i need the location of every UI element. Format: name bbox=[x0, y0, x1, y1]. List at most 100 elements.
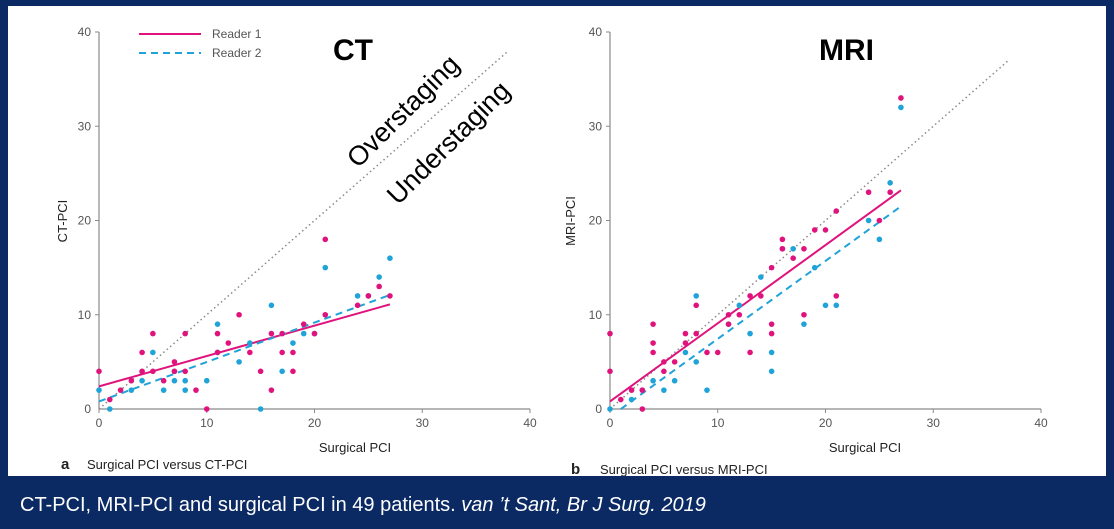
data-point-reader-2 bbox=[650, 377, 656, 384]
data-point-reader-1 bbox=[876, 217, 883, 224]
data-point-reader-1 bbox=[865, 189, 872, 196]
data-point-reader-1 bbox=[247, 349, 253, 356]
data-point-reader-1 bbox=[650, 349, 656, 356]
y-tick-label: 0 bbox=[84, 402, 91, 416]
data-point-reader-2 bbox=[247, 340, 253, 346]
data-point-reader-1 bbox=[128, 377, 135, 384]
data-point-reader-2 bbox=[268, 302, 275, 309]
data-point-reader-1 bbox=[607, 368, 613, 375]
data-point-reader-1 bbox=[661, 368, 667, 375]
y-tick-label: 40 bbox=[589, 25, 603, 39]
data-point-reader-1 bbox=[257, 368, 264, 375]
data-point-reader-2 bbox=[682, 349, 689, 356]
data-point-reader-1 bbox=[387, 293, 393, 299]
data-point-reader-1 bbox=[617, 396, 624, 403]
data-point-reader-1 bbox=[704, 349, 710, 356]
fit-line-reader-2 bbox=[620, 205, 902, 410]
fit-line-reader-1 bbox=[98, 303, 391, 388]
x-axis-label: Surgical PCI bbox=[319, 440, 391, 455]
data-point-reader-1 bbox=[693, 330, 699, 337]
data-point-reader-2 bbox=[704, 387, 710, 393]
x-tick-label: 20 bbox=[819, 416, 833, 430]
data-point-reader-2 bbox=[106, 406, 113, 412]
data-point-reader-1 bbox=[139, 349, 145, 356]
data-point-reader-1 bbox=[768, 264, 775, 271]
data-point-reader-1 bbox=[225, 340, 232, 346]
data-point-reader-1 bbox=[768, 321, 775, 327]
data-point-reader-1 bbox=[322, 236, 329, 243]
data-point-reader-1 bbox=[290, 368, 296, 375]
data-point-reader-1 bbox=[693, 302, 699, 309]
data-point-reader-1 bbox=[279, 349, 285, 356]
legend-label-reader-2: Reader 2 bbox=[212, 46, 262, 60]
y-tick-label: 20 bbox=[78, 214, 92, 228]
data-point-reader-1 bbox=[214, 349, 221, 356]
data-point-reader-1 bbox=[193, 387, 199, 393]
data-point-reader-1 bbox=[779, 245, 786, 252]
data-point-reader-2 bbox=[768, 349, 775, 356]
data-point-reader-2 bbox=[376, 274, 382, 280]
x-tick-label: 10 bbox=[711, 416, 725, 430]
data-point-reader-1 bbox=[758, 293, 764, 299]
data-point-reader-1 bbox=[639, 406, 646, 412]
data-point-reader-1 bbox=[139, 368, 145, 375]
data-point-reader-2 bbox=[150, 349, 156, 356]
data-point-reader-1 bbox=[736, 311, 743, 318]
data-point-reader-1 bbox=[290, 349, 296, 356]
x-tick-label: 0 bbox=[607, 416, 614, 430]
caption-citation: van ’t Sant, Br J Surg. 2019 bbox=[461, 494, 706, 516]
y-tick-label: 30 bbox=[589, 119, 603, 133]
data-point-reader-1 bbox=[779, 236, 786, 243]
data-point-reader-2 bbox=[354, 293, 361, 299]
x-tick-label: 10 bbox=[200, 416, 214, 430]
panel-letter: b bbox=[571, 461, 580, 476]
data-point-reader-1 bbox=[96, 368, 102, 375]
data-point-reader-1 bbox=[833, 293, 840, 299]
data-point-reader-2 bbox=[898, 104, 904, 111]
data-point-reader-2 bbox=[811, 264, 818, 271]
x-tick-label: 20 bbox=[308, 416, 322, 430]
data-point-reader-2 bbox=[758, 274, 764, 280]
data-point-reader-1 bbox=[628, 387, 635, 393]
x-tick-label: 30 bbox=[927, 416, 941, 430]
y-axis-label: CT-PCI bbox=[55, 200, 70, 243]
figure-panel: 0 10 20 30 40 10 20 30 40 0 CT Surgical PCI CT-PCI a S… bbox=[8, 6, 1106, 478]
fit-line-reader-2 bbox=[98, 294, 391, 403]
data-point-reader-1 bbox=[182, 368, 188, 375]
data-point-reader-2 bbox=[661, 387, 667, 393]
identity-line bbox=[609, 59, 1010, 410]
data-point-reader-2 bbox=[671, 377, 678, 384]
fit-line-reader-1 bbox=[609, 189, 902, 403]
data-point-reader-1 bbox=[801, 311, 807, 318]
data-point-reader-1 bbox=[203, 406, 210, 412]
x-tick-label: 0 bbox=[96, 416, 103, 430]
data-point-reader-2 bbox=[693, 359, 699, 365]
data-point-reader-2 bbox=[96, 387, 102, 393]
x-tick-label: 30 bbox=[416, 416, 430, 430]
data-point-reader-2 bbox=[160, 387, 167, 393]
data-point-reader-2 bbox=[607, 406, 613, 412]
data-point-reader-1 bbox=[268, 330, 275, 337]
data-point-reader-2 bbox=[322, 264, 329, 271]
y-tick-label: 40 bbox=[78, 25, 92, 39]
data-point-reader-1 bbox=[607, 330, 613, 337]
data-point-reader-1 bbox=[887, 189, 893, 196]
caption-text: CT-PCI, MRI-PCI and surgical PCI in 49 p… bbox=[20, 494, 456, 516]
data-point-reader-2 bbox=[768, 368, 775, 375]
data-point-reader-2 bbox=[387, 255, 393, 261]
data-point-reader-2 bbox=[833, 302, 840, 309]
data-point-reader-1 bbox=[898, 95, 904, 101]
data-point-reader-2 bbox=[300, 330, 307, 337]
data-point-reader-2 bbox=[736, 302, 743, 309]
data-point-reader-2 bbox=[182, 377, 188, 384]
y-tick-label: 30 bbox=[78, 119, 92, 133]
chart-ct: 0 10 20 30 40 10 20 30 40 0 CT Surgical PCI CT-PCI a S… bbox=[55, 25, 537, 473]
data-point-reader-1 bbox=[671, 359, 678, 365]
data-point-reader-1 bbox=[639, 387, 646, 393]
data-point-reader-1 bbox=[268, 387, 275, 393]
panel-letter: a bbox=[61, 456, 70, 473]
data-point-reader-1 bbox=[650, 340, 656, 346]
data-point-reader-1 bbox=[725, 311, 732, 318]
data-point-reader-2 bbox=[865, 217, 872, 224]
data-point-reader-1 bbox=[650, 321, 656, 327]
